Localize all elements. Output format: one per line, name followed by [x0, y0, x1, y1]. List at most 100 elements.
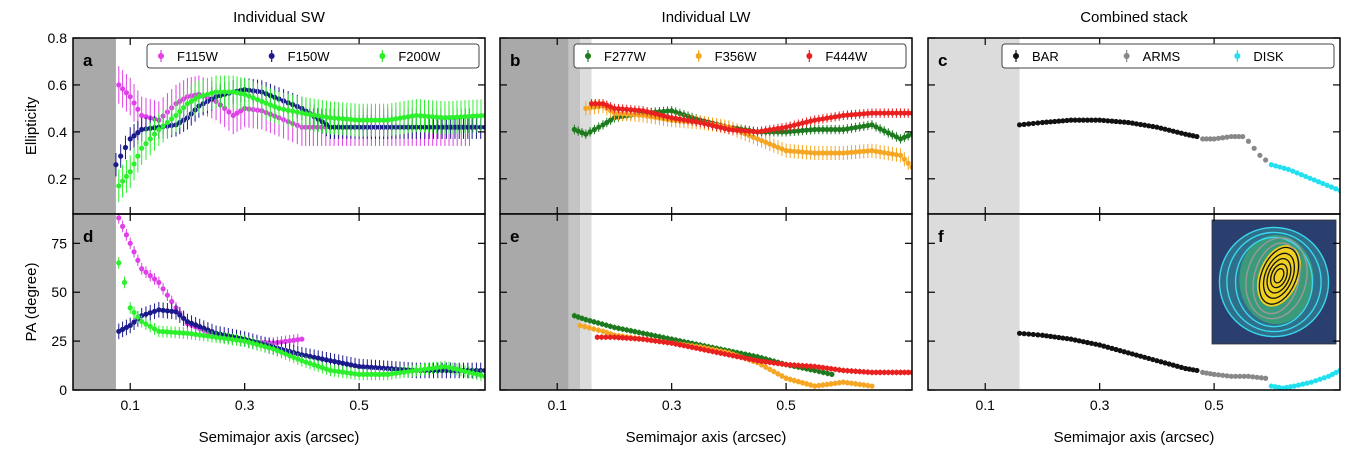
data-point	[787, 362, 793, 368]
data-point	[705, 121, 712, 128]
data-point	[620, 106, 626, 112]
data-point	[840, 367, 846, 374]
data-point	[131, 309, 137, 316]
data-point	[771, 126, 777, 132]
data-point	[1158, 125, 1164, 131]
data-point	[604, 119, 610, 126]
data-point	[1048, 119, 1054, 125]
data-point	[319, 113, 325, 120]
data-point	[1129, 120, 1135, 126]
data-point	[438, 364, 444, 370]
data-point	[348, 116, 354, 123]
data-point	[1211, 371, 1217, 377]
data-point	[1101, 117, 1107, 124]
data-point	[193, 322, 199, 328]
data-point	[1158, 359, 1164, 365]
data-point	[1295, 382, 1302, 388]
data-point	[417, 113, 424, 119]
data-point	[1300, 381, 1306, 387]
data-point	[799, 363, 806, 369]
x-tick-label: 0.5	[776, 397, 796, 413]
data-point	[1304, 380, 1310, 386]
plot-frame	[72, 213, 486, 391]
data-point	[139, 145, 145, 151]
data-point	[664, 335, 671, 341]
data-point	[685, 117, 691, 124]
series-f277w	[571, 106, 912, 144]
data-point	[294, 109, 300, 115]
data-point	[779, 361, 785, 367]
data-point	[648, 337, 654, 343]
data-point	[1245, 138, 1252, 144]
data-point	[816, 116, 822, 123]
data-point	[681, 342, 687, 349]
data-point	[200, 92, 206, 99]
data-point	[775, 360, 781, 367]
data-point	[1035, 120, 1041, 126]
data-point	[1068, 117, 1074, 123]
data-point	[1084, 117, 1091, 123]
data-point	[1043, 333, 1050, 339]
plot-area	[73, 214, 485, 390]
data-point	[1215, 135, 1222, 141]
data-point	[767, 141, 773, 147]
data-point	[844, 112, 851, 118]
data-point	[181, 315, 187, 321]
data-point	[652, 333, 658, 339]
plot-area	[500, 38, 912, 214]
data-point	[820, 382, 826, 388]
data-point	[812, 363, 818, 370]
data-point	[1080, 117, 1086, 123]
data-point	[832, 114, 838, 120]
data-point	[705, 348, 712, 354]
panel-letter: d	[83, 227, 93, 246]
shaded-region	[500, 38, 569, 214]
data-point	[1294, 170, 1300, 176]
data-point	[832, 126, 838, 133]
data-point	[160, 329, 166, 335]
data-point	[865, 369, 871, 375]
data-point	[844, 150, 851, 156]
data-point	[1263, 375, 1269, 381]
data-point	[660, 339, 667, 345]
data-point	[816, 364, 822, 370]
data-point	[824, 381, 830, 388]
data-point	[192, 96, 198, 102]
data-point	[1241, 373, 1247, 379]
data-point	[458, 367, 464, 374]
data-point	[303, 359, 309, 365]
data-point	[376, 371, 383, 377]
data-point	[701, 120, 707, 127]
data-point	[889, 151, 895, 157]
data-point	[197, 332, 203, 338]
data-point	[586, 325, 592, 331]
data-point	[364, 364, 370, 370]
data-point	[632, 335, 638, 342]
data-point	[209, 334, 215, 340]
data-point	[127, 240, 133, 246]
data-point	[327, 115, 334, 121]
shaded-region	[580, 38, 592, 214]
data-point	[1117, 348, 1123, 354]
data-point	[599, 321, 605, 327]
legend-marker	[585, 53, 591, 59]
x-tick-label: 0.1	[547, 397, 567, 413]
data-point	[730, 127, 736, 133]
data-point	[828, 114, 834, 121]
data-point	[1251, 145, 1257, 151]
data-point	[169, 116, 175, 122]
data-point	[315, 355, 321, 361]
data-point	[758, 362, 765, 368]
data-point	[344, 361, 350, 367]
data-point	[795, 379, 801, 385]
data-point	[611, 334, 618, 340]
data-point	[352, 363, 358, 369]
legend-marker	[379, 53, 386, 59]
data-point	[1060, 118, 1066, 124]
data-point	[417, 367, 424, 373]
data-point	[409, 113, 415, 119]
data-point	[787, 148, 793, 154]
data-point	[873, 124, 879, 130]
data-point	[660, 334, 667, 341]
